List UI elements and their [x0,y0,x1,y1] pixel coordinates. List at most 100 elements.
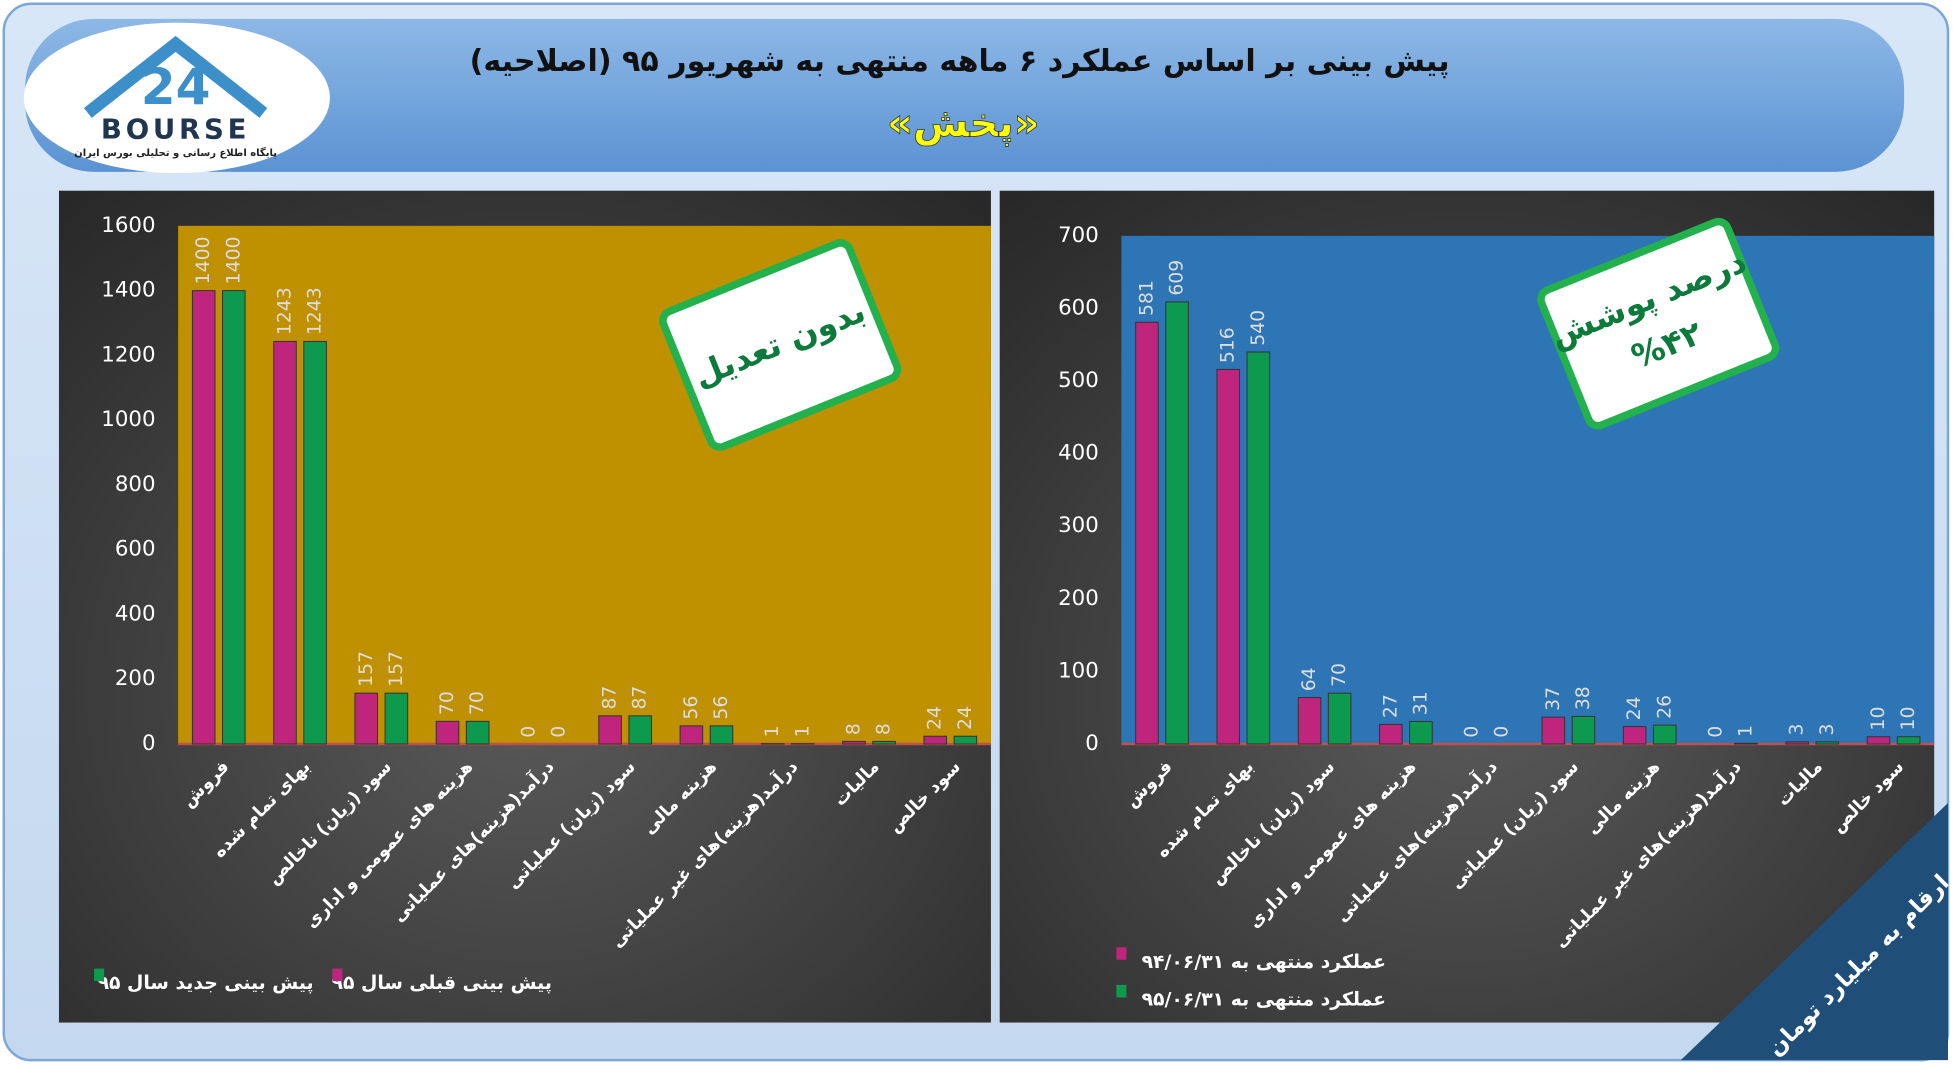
y-tick-label: 300 [1058,513,1099,538]
bar [223,291,246,744]
data-label: 37 [1543,687,1564,711]
y-tick-label: 0 [1085,731,1099,756]
legend-label: پیش بینی جدید سال ۹۵ [98,973,314,994]
bar [599,716,622,744]
bar [1867,737,1890,744]
data-label: 1 [792,725,813,737]
logo-number: 24 [141,57,211,116]
data-label: 8 [843,723,864,735]
data-label: 24 [955,706,976,730]
bar [1328,693,1351,744]
bar [1572,716,1595,744]
data-label: 3 [1817,724,1838,736]
data-label: 1 [762,725,783,737]
bar [1735,743,1758,744]
bar [629,716,652,744]
data-label: 31 [1410,691,1431,715]
data-label: 56 [681,696,702,720]
data-label: 516 [1218,327,1239,363]
y-tick-label: 700 [1058,223,1099,248]
data-label: 56 [711,696,732,720]
data-label: 157 [386,651,407,687]
bar [1410,722,1433,745]
data-label: 87 [630,686,651,710]
y-tick-label: 200 [1058,586,1099,611]
data-label: 3 [1787,724,1808,736]
data-label: 609 [1167,260,1188,296]
y-tick-label: 800 [115,472,156,497]
data-label: 38 [1573,686,1594,710]
bar [843,741,866,744]
data-label: 70 [467,691,488,715]
data-label: 87 [600,686,621,710]
legend-marker [332,969,342,982]
bar [1136,322,1159,744]
y-tick-label: 400 [1058,441,1099,466]
y-tick-label: 200 [115,666,156,691]
bar [1653,725,1676,744]
y-tick-label: 400 [115,601,156,626]
data-label: 24 [1624,696,1645,720]
data-label: 157 [356,651,377,687]
legend-label: پیش بینی قبلی سال ۹۵ [332,973,552,994]
data-label: 64 [1299,667,1320,691]
logo-name: BOURSE [101,112,250,145]
bar [466,721,489,744]
data-label: 540 [1248,310,1269,346]
header-subtitle: «پخش» [887,100,1040,146]
bar [304,341,327,744]
bar [1816,742,1839,744]
bar [1623,727,1646,744]
bar [1897,737,1920,744]
legend-marker [94,969,104,982]
bar [1542,717,1565,744]
plot-area [1121,236,1934,744]
bar [355,693,378,744]
data-label: 8 [874,723,895,735]
bar [192,291,215,744]
bar [954,736,977,744]
data-label: 10 [1898,707,1919,731]
data-label: 0 [1492,726,1513,738]
y-tick-label: 600 [1058,295,1099,320]
y-tick-label: 100 [1058,658,1099,683]
legend-label: عملکرد منتهی به ۹۵/۰۶/۳۱ [1142,989,1386,1010]
bar [873,741,896,744]
data-label: 0 [518,726,539,738]
bar [385,693,408,744]
bar [1380,724,1403,744]
header-title: پیش بینی بر اساس عملکرد ۶ ماهه منتهی به … [470,44,1450,79]
bar [1247,352,1270,744]
bar [274,341,297,744]
data-label: 70 [1329,663,1350,687]
data-label: 24 [925,706,946,730]
bar [924,736,947,744]
data-label: 0 [1462,726,1483,738]
y-tick-label: 0 [142,731,156,756]
legend-marker [1116,985,1126,998]
data-label: 10 [1868,707,1889,731]
y-tick-label: 600 [115,537,156,562]
data-label: 0 [1705,726,1726,738]
bar [680,726,703,744]
y-tick-label: 1200 [101,342,155,367]
legend-marker [1116,947,1126,960]
data-label: 1243 [305,287,326,335]
data-label: 27 [1380,694,1401,718]
bar [1166,302,1189,744]
bar [1298,698,1321,744]
legend-label: عملکرد منتهی به ۹۴/۰۶/۳۱ [1142,952,1386,973]
data-label: 70 [437,691,458,715]
data-label: 1 [1736,725,1757,737]
bar [710,726,733,744]
data-label: 1400 [193,236,214,284]
bar [436,721,459,744]
y-tick-label: 1000 [101,407,155,432]
data-label: 581 [1136,280,1157,316]
y-tick-label: 500 [1058,368,1099,393]
bar [1217,369,1240,744]
y-tick-label: 1400 [101,278,155,303]
data-label: 1400 [223,236,244,284]
